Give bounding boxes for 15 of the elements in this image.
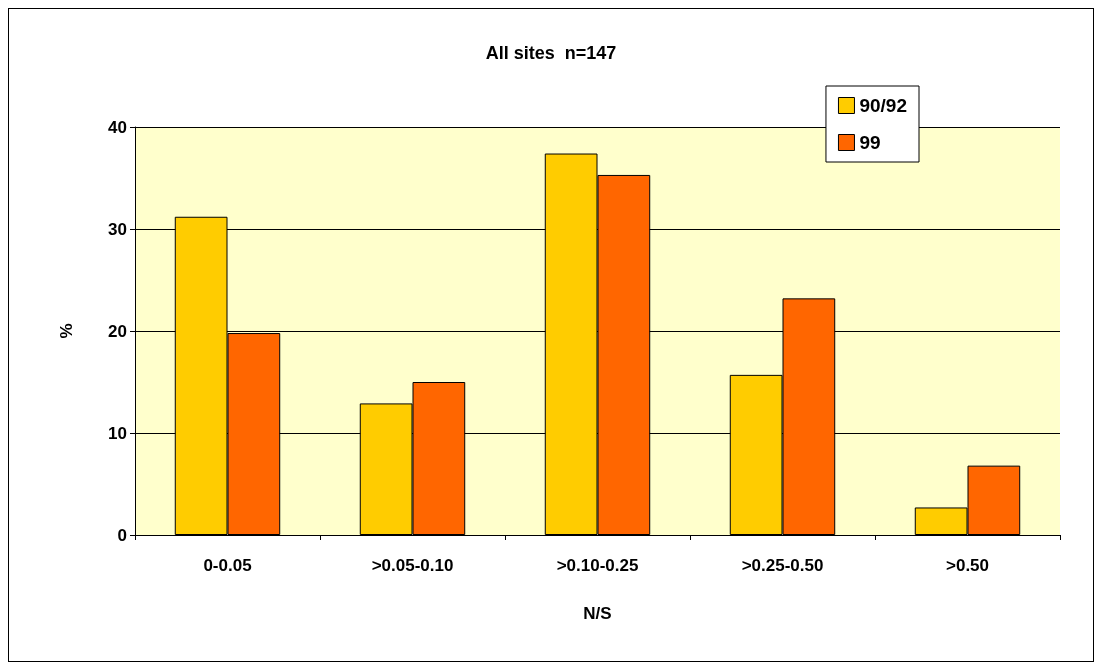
y-tick-label: 20: [108, 321, 127, 341]
legend-label: 90/92: [859, 95, 907, 116]
x-tick-label: 0-0.05: [203, 556, 252, 575]
legend-label: 99: [859, 132, 881, 153]
x-axis-title: N/S: [583, 604, 612, 623]
y-tick-label: 0: [117, 525, 127, 545]
x-tick-label: >0.10-0.25: [556, 556, 639, 575]
y-tick-label: 30: [108, 219, 127, 239]
y-tick-label: 40: [108, 117, 127, 137]
chart-title: All sites n=147: [485, 43, 617, 63]
y-axis-title: %: [57, 323, 76, 339]
x-tick-label: >0.50: [945, 556, 990, 575]
x-tick-label: >0.05-0.10: [371, 556, 454, 575]
y-tick-label: 10: [108, 423, 127, 443]
x-tick-label: >0.25-0.50: [741, 556, 824, 575]
